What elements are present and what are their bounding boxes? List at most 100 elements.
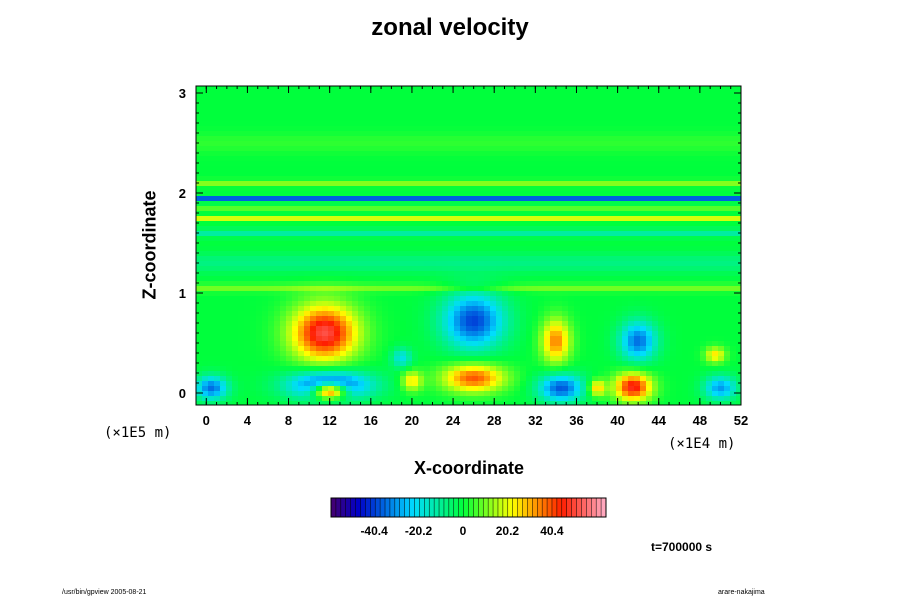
heatmap-cell xyxy=(478,246,485,252)
heatmap-cell xyxy=(502,96,509,102)
heatmap-cell xyxy=(202,271,209,277)
heatmap-cell xyxy=(622,341,629,347)
heatmap-cell xyxy=(598,251,605,257)
heatmap-cell xyxy=(394,326,401,332)
heatmap-cell xyxy=(382,311,389,317)
heatmap-cell xyxy=(256,216,263,222)
heatmap-cell xyxy=(430,146,437,152)
heatmap-cell xyxy=(448,236,455,242)
heatmap-cell xyxy=(256,211,263,217)
heatmap-cell xyxy=(292,146,299,152)
heatmap-cell xyxy=(568,211,575,217)
heatmap-cell xyxy=(448,306,455,312)
heatmap-cell xyxy=(472,231,479,237)
heatmap-cell xyxy=(280,321,287,327)
heatmap-cell xyxy=(508,101,515,107)
heatmap-cell xyxy=(652,356,659,362)
heatmap-cell xyxy=(712,261,719,267)
heatmap-cell xyxy=(214,246,221,252)
heatmap-cell xyxy=(256,261,263,267)
heatmap-cell xyxy=(562,241,569,247)
heatmap-cell xyxy=(370,96,377,102)
heatmap-cell xyxy=(514,146,521,152)
heatmap-cell xyxy=(652,231,659,237)
heatmap-cell xyxy=(220,336,227,342)
heatmap-cell xyxy=(694,171,701,177)
heatmap-cell xyxy=(562,271,569,277)
heatmap-cell xyxy=(208,186,215,192)
heatmap-cell xyxy=(430,161,437,167)
heatmap-cell xyxy=(664,101,671,107)
heatmap-cell xyxy=(376,261,383,267)
heatmap-cell xyxy=(274,91,281,97)
heatmap-cell xyxy=(532,171,539,177)
heatmap-cell xyxy=(400,331,407,337)
heatmap-cell xyxy=(670,186,677,192)
heatmap-cell xyxy=(292,186,299,192)
heatmap-cell xyxy=(610,201,617,207)
heatmap-cell xyxy=(664,261,671,267)
heatmap-cell xyxy=(490,271,497,277)
heatmap-cell xyxy=(712,236,719,242)
heatmap-cell xyxy=(478,186,485,192)
heatmap-cell xyxy=(304,346,311,352)
heatmap-cell xyxy=(688,256,695,262)
heatmap-cell xyxy=(238,151,245,157)
heatmap-cell xyxy=(640,211,647,217)
heatmap-cell xyxy=(394,171,401,177)
heatmap-cell xyxy=(238,146,245,152)
heatmap-cell xyxy=(232,151,239,157)
heatmap-cell xyxy=(322,206,329,212)
heatmap-cell xyxy=(280,261,287,267)
heatmap-cell xyxy=(286,96,293,102)
heatmap-cell xyxy=(418,116,425,122)
heatmap-cell xyxy=(220,276,227,282)
heatmap-cell xyxy=(490,236,497,242)
heatmap-cell xyxy=(586,231,593,237)
heatmap-cell xyxy=(352,246,359,252)
heatmap-cell xyxy=(304,256,311,262)
heatmap-cell xyxy=(238,136,245,142)
heatmap-cell xyxy=(502,331,509,337)
heatmap-cell xyxy=(694,266,701,272)
heatmap-cell xyxy=(616,246,623,252)
heatmap-cell xyxy=(562,251,569,257)
heatmap-cell xyxy=(436,266,443,272)
heatmap-cell xyxy=(550,351,557,357)
heatmap-cell xyxy=(310,261,317,267)
heatmap-cell xyxy=(226,306,233,312)
heatmap-cell xyxy=(400,261,407,267)
heatmap-cell xyxy=(628,91,635,97)
heatmap-cell xyxy=(706,331,713,337)
heatmap-cell xyxy=(196,111,203,117)
heatmap-cell xyxy=(250,161,257,167)
heatmap-cell xyxy=(220,116,227,122)
heatmap-cell xyxy=(220,101,227,107)
heatmap-cell xyxy=(712,101,719,107)
heatmap-cell xyxy=(700,251,707,257)
heatmap-cell xyxy=(460,236,467,242)
heatmap-cell xyxy=(226,131,233,137)
heatmap-cell xyxy=(208,291,215,297)
heatmap-cell xyxy=(310,91,317,97)
heatmap-cell xyxy=(418,191,425,197)
heatmap-cell xyxy=(544,226,551,232)
heatmap-cell xyxy=(388,321,395,327)
heatmap-cell xyxy=(286,151,293,157)
heatmap-cell xyxy=(460,351,467,357)
heatmap-cell xyxy=(628,116,635,122)
heatmap-cell xyxy=(286,296,293,302)
heatmap-cell xyxy=(310,341,317,347)
heatmap-cell xyxy=(406,196,413,202)
heatmap-cell xyxy=(622,191,629,197)
heatmap-cell xyxy=(574,171,581,177)
heatmap-cell xyxy=(202,161,209,167)
heatmap-cell xyxy=(334,211,341,217)
heatmap-cell xyxy=(628,166,635,172)
heatmap-cell xyxy=(502,211,509,217)
heatmap-cell xyxy=(280,251,287,257)
heatmap-cell xyxy=(208,121,215,127)
heatmap-cell xyxy=(256,91,263,97)
heatmap-cell xyxy=(484,111,491,117)
heatmap-cell xyxy=(676,236,683,242)
